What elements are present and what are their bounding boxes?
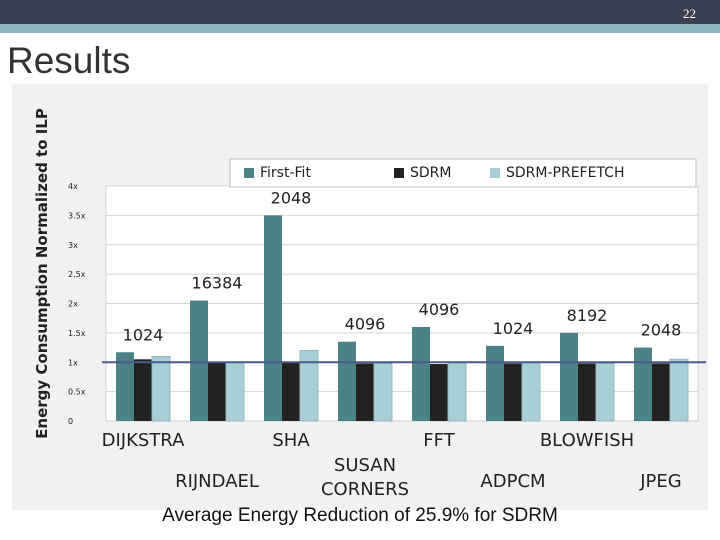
chart-panel: 0 0.5x 1x 1.5x 2x 2.5x 3x 3.5x 4x Energy Consumpt… [12, 84, 708, 510]
y-axis-label: Energy Consumption Normalized to ILP [33, 108, 51, 439]
bar [430, 364, 448, 421]
bar-value-label: 16384 [192, 274, 243, 293]
bar [560, 332, 578, 421]
bar [578, 363, 596, 421]
y-tick-label: 0 [68, 417, 73, 426]
bar [356, 363, 374, 421]
bar-value-label: 2048 [271, 188, 312, 207]
category-label: RIJNDAEL [175, 471, 259, 492]
bar [338, 341, 356, 421]
y-tick-label: 1x [68, 358, 78, 367]
bar-value-label: 1024 [123, 325, 164, 344]
category-label: JPEG [639, 471, 681, 492]
accent-stripe [0, 24, 720, 33]
category-label: BLOWFISH [540, 430, 634, 451]
bar [373, 362, 393, 422]
category-label: SHA [272, 430, 310, 451]
y-tick-label: 3x [68, 241, 78, 250]
bar [282, 362, 300, 421]
bar-value-label: 8192 [567, 306, 608, 325]
bar-value-label: 4096 [419, 300, 460, 319]
category-label: ADPCM [480, 471, 545, 492]
bar-value-label: 1024 [493, 319, 534, 338]
y-tick-label: 0.5x [68, 388, 86, 397]
top-bar [0, 0, 720, 24]
bar [652, 363, 670, 421]
bar [521, 361, 541, 422]
legend-swatch [244, 168, 254, 178]
chart-caption: Average Energy Reduction of 25.9% for SD… [162, 505, 558, 526]
bar [486, 345, 504, 421]
legend-label: SDRM [410, 165, 451, 181]
legend-swatch [394, 168, 404, 178]
bar [504, 363, 522, 421]
bar-value-label: 2048 [641, 321, 682, 340]
y-tick-label: 1.5x [68, 329, 86, 338]
category-label: CORNERS [321, 479, 409, 500]
bar [299, 350, 319, 422]
legend-label: First-Fit [260, 165, 311, 181]
legend-label: SDRM-PREFETCH [506, 165, 624, 181]
bar [634, 347, 652, 421]
page-title: Results [7, 40, 131, 81]
bar [134, 359, 152, 421]
category-label: SUSAN [334, 455, 396, 476]
y-tick-label: 4x [68, 182, 78, 191]
y-tick-label: 2x [68, 300, 78, 309]
bar [595, 362, 615, 422]
energy-bar-chart: 0 0.5x 1x 1.5x 2x 2.5x 3x 3.5x 4x Energy Consumpt… [33, 108, 706, 500]
bar [447, 361, 467, 422]
bar [669, 358, 689, 422]
bar [412, 327, 430, 421]
category-label: FFT [423, 430, 455, 451]
legend-swatch [490, 168, 500, 178]
bar [190, 300, 208, 421]
bar [116, 352, 134, 421]
bar [151, 355, 171, 422]
bar [225, 361, 245, 422]
y-tick-label: 2.5x [68, 270, 86, 279]
bar [208, 362, 226, 421]
y-tick-label: 3.5x [68, 211, 86, 220]
legend-box [229, 158, 697, 188]
bar-value-label: 4096 [345, 315, 386, 334]
slide-number: 22 [683, 6, 696, 21]
category-label: DIJKSTRA [102, 430, 185, 451]
bar [264, 215, 282, 421]
